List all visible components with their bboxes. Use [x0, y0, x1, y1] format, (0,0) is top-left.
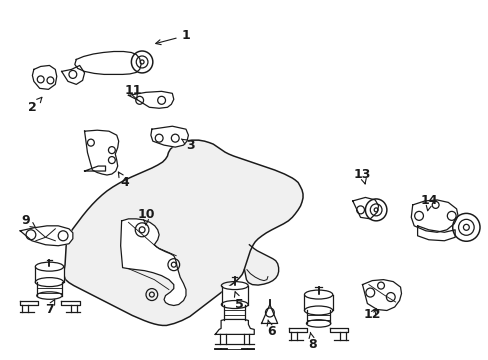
Polygon shape — [61, 66, 84, 84]
Text: 11: 11 — [124, 84, 142, 100]
Text: 7: 7 — [45, 300, 55, 316]
Polygon shape — [61, 301, 80, 305]
Polygon shape — [304, 294, 332, 310]
Text: 13: 13 — [353, 167, 370, 184]
Text: 14: 14 — [420, 194, 438, 211]
Polygon shape — [121, 219, 185, 306]
Polygon shape — [410, 200, 457, 232]
Text: 10: 10 — [137, 208, 154, 225]
Polygon shape — [64, 140, 303, 325]
Polygon shape — [75, 51, 141, 75]
Polygon shape — [221, 285, 247, 305]
Polygon shape — [20, 301, 38, 305]
Polygon shape — [330, 328, 347, 332]
Text: 12: 12 — [363, 308, 380, 321]
Text: 3: 3 — [181, 139, 195, 152]
Polygon shape — [289, 328, 306, 332]
Text: 8: 8 — [308, 332, 316, 351]
Polygon shape — [352, 197, 378, 219]
Text: 6: 6 — [266, 320, 275, 338]
Text: 1: 1 — [155, 29, 190, 45]
Polygon shape — [417, 226, 454, 241]
Text: 4: 4 — [118, 172, 129, 189]
Polygon shape — [261, 305, 277, 323]
Polygon shape — [84, 130, 119, 175]
Polygon shape — [84, 166, 105, 171]
Polygon shape — [306, 310, 330, 323]
Polygon shape — [215, 319, 254, 334]
Polygon shape — [32, 66, 57, 89]
Polygon shape — [362, 280, 401, 310]
Text: 5: 5 — [234, 292, 244, 311]
Polygon shape — [35, 267, 63, 282]
Polygon shape — [244, 245, 278, 285]
Text: 2: 2 — [28, 97, 42, 114]
Polygon shape — [37, 282, 61, 296]
Polygon shape — [20, 226, 73, 246]
Text: 9: 9 — [21, 214, 36, 228]
Polygon shape — [128, 91, 173, 108]
Polygon shape — [151, 126, 188, 147]
Polygon shape — [224, 305, 245, 320]
